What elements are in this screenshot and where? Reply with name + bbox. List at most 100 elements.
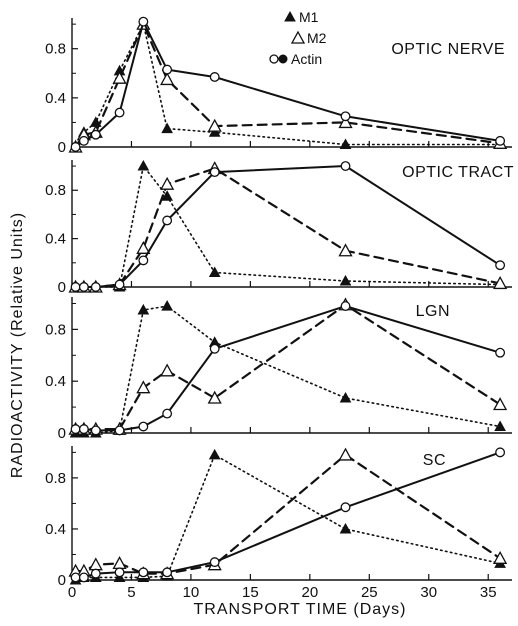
data-point-m2 (160, 363, 175, 377)
data-point-m1 (339, 274, 352, 286)
x-tick-label: 25 (361, 584, 378, 601)
legend-symbol-actin-filled (278, 54, 288, 64)
legend-symbol-m2 (290, 30, 306, 44)
data-point-m1 (208, 448, 221, 460)
y-tick-label: 0.8 (45, 321, 66, 338)
data-point-actin (495, 347, 506, 358)
panel-title: OPTIC NERVE (391, 41, 505, 58)
data-point-m1 (208, 266, 221, 277)
data-point-actin (114, 567, 125, 578)
data-point-actin (90, 568, 101, 579)
data-point-actin (209, 557, 220, 568)
data-point-actin (162, 408, 173, 419)
data-point-m1 (137, 303, 150, 315)
data-point-m2 (112, 70, 127, 84)
legend-symbol-actin-open (269, 54, 279, 64)
series-line-m1 (74, 454, 501, 581)
data-point-actin (138, 16, 149, 27)
series-line-m2 (74, 167, 502, 289)
data-point-actin (78, 572, 89, 583)
data-point-m1 (339, 391, 352, 403)
data-point-actin (70, 142, 81, 152)
series-line-m2 (74, 23, 502, 149)
y-tick-label: 0 (58, 425, 66, 442)
y-tick-label: 0 (58, 572, 66, 589)
panels: 0 0.4 0.8 OPTIC NERVE 0 0.4 0.8 OPTIC TRACT 0 0.4… (45, 16, 514, 589)
data-point-actin (138, 567, 149, 578)
data-point-m1 (137, 160, 150, 171)
series-line-m2 (74, 303, 502, 431)
x-tick-label: 15 (242, 584, 259, 601)
x-tick-label: 10 (183, 584, 200, 601)
data-point-actin (162, 215, 173, 226)
x-tick-label: 0 (68, 584, 76, 601)
y-tick-label: 0.8 (45, 470, 66, 487)
data-point-m2 (160, 176, 175, 190)
x-axis-title: TRANSPORT TIME (Days) (193, 601, 406, 618)
data-point-m1 (161, 300, 173, 311)
data-point-m2 (112, 556, 127, 570)
data-point-actin (114, 279, 125, 290)
series-line-m2 (74, 453, 502, 575)
data-point-actin (114, 425, 125, 436)
legend-label-actin: Actin (291, 51, 322, 67)
panel-title: LGN (416, 303, 450, 320)
data-point-m1 (161, 190, 173, 201)
y-axis-title: RADIOACTIVITY (Relative Units) (9, 212, 26, 478)
data-point-m2 (338, 115, 353, 129)
x-tick-label: 5 (127, 584, 135, 601)
x-tick-label: 30 (420, 584, 437, 601)
data-point-m2 (493, 550, 508, 564)
data-point-actin (340, 111, 351, 122)
panel-title: SC (423, 452, 446, 469)
series-line-actin (74, 305, 502, 432)
data-point-actin (90, 425, 101, 436)
data-point-actin (70, 424, 81, 435)
data-point-actin (209, 72, 220, 82)
data-point-actin (138, 421, 149, 432)
data-point-m1 (494, 420, 506, 432)
data-point-actin (340, 161, 351, 171)
data-point-m2 (493, 397, 508, 411)
legend: M1 M2 Actin (269, 9, 327, 67)
legend-label-m2: M2 (307, 30, 327, 46)
panel-sc: 0 0.4 0.8 SC (45, 446, 512, 589)
data-point-actin (70, 572, 81, 583)
data-point-m2 (88, 557, 103, 571)
data-point-actin (209, 343, 220, 354)
y-tick-label: 0.8 (45, 41, 66, 58)
data-point-m2 (136, 380, 151, 394)
x-tick-labels: 0 5 10 15 20 25 30 35 (68, 584, 497, 601)
data-point-actin (90, 282, 101, 292)
data-point-actin (78, 424, 89, 435)
data-point-actin (495, 135, 506, 146)
x-tick-label: 20 (301, 584, 318, 601)
data-point-m2 (207, 118, 222, 132)
data-point-m2 (493, 276, 508, 290)
legend-symbol-m1 (284, 10, 296, 22)
y-tick-label: 0.4 (45, 231, 66, 248)
data-point-actin (340, 502, 351, 513)
data-point-actin (138, 255, 149, 266)
data-point-actin (340, 301, 351, 312)
data-point-actin (70, 282, 81, 292)
y-tick-label: 0 (58, 279, 66, 296)
data-point-actin (162, 567, 173, 578)
data-point-actin (78, 282, 89, 292)
data-point-m1 (339, 522, 352, 534)
panel-lgn: 0 0.4 0.8 LGN (45, 297, 512, 442)
panel-optic-tract: 0 0.4 0.8 OPTIC TRACT (45, 160, 514, 296)
data-point-m1 (161, 122, 173, 134)
data-point-m1 (339, 138, 352, 150)
data-point-actin (90, 129, 101, 140)
legend-label-m1: M1 (299, 9, 319, 25)
data-point-m2 (338, 447, 353, 461)
data-point-actin (78, 135, 89, 146)
data-point-m2 (160, 72, 175, 86)
panel-optic-nerve: 0 0.4 0.8 OPTIC NERVE (45, 16, 512, 156)
y-tick-label: 0 (58, 139, 66, 156)
y-tick-label: 0.8 (45, 182, 66, 199)
data-point-actin (209, 167, 220, 178)
data-point-actin (162, 64, 173, 75)
